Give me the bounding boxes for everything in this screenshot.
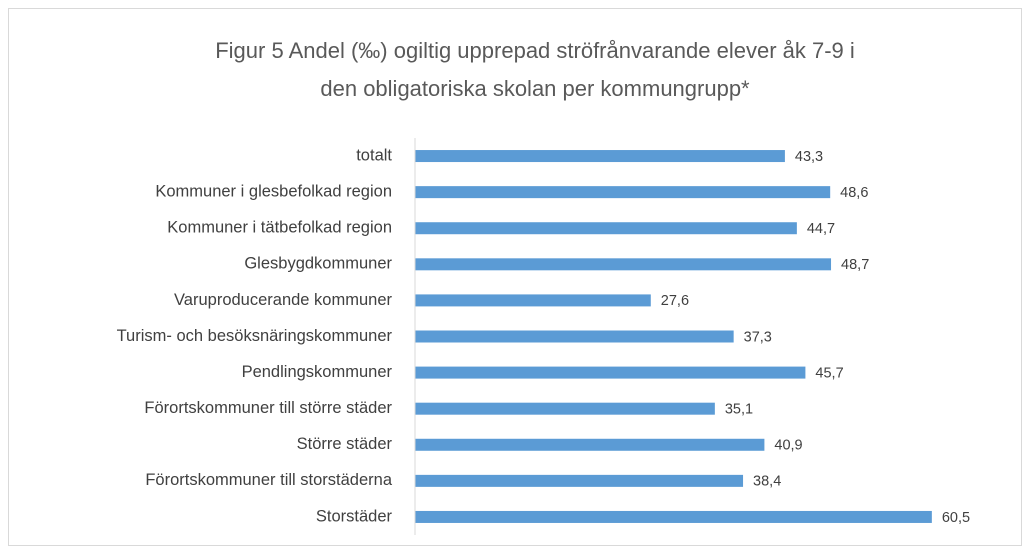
category-label: Kommuner i tätbefolkad region	[167, 219, 392, 237]
value-label: 37,3	[744, 329, 772, 345]
value-label: 35,1	[725, 402, 753, 418]
value-label: 44,7	[807, 221, 835, 237]
chart-title: Figur 5 Andel (‰) ogiltig upprepad ströf…	[215, 38, 855, 63]
category-label: Förortskommuner till storstäderna	[145, 471, 392, 489]
category-label: Storstäder	[316, 507, 393, 525]
bar	[415, 474, 744, 487]
category-label: Större städer	[297, 435, 393, 453]
bar	[415, 186, 831, 199]
value-label: 43,3	[795, 149, 823, 165]
bar	[415, 150, 785, 163]
category-label: Turism- och besöksnäringskommuner	[117, 327, 393, 345]
bar	[415, 294, 651, 307]
category-label: Förortskommuner till större städer	[144, 399, 392, 417]
value-label: 60,5	[942, 510, 970, 526]
category-label: Pendlingskommuner	[242, 363, 393, 381]
category-label: Glesbygdkommuner	[244, 255, 392, 273]
value-label: 45,7	[815, 365, 843, 381]
chart-frame	[8, 8, 1022, 546]
value-label: 48,7	[841, 257, 869, 273]
bar	[415, 510, 932, 523]
bar	[415, 258, 832, 271]
bar	[415, 366, 806, 379]
value-label: 48,6	[840, 185, 868, 201]
bar	[415, 438, 765, 451]
value-label: 40,9	[774, 438, 802, 454]
value-label: 27,6	[661, 293, 689, 309]
category-label: totalt	[356, 146, 392, 164]
bar	[415, 330, 734, 343]
chart-title: den obligatoriska skolan per kommungrupp…	[320, 76, 750, 101]
category-label: Kommuner i glesbefolkad region	[155, 182, 392, 200]
bar	[415, 402, 715, 415]
bar	[415, 222, 797, 235]
category-label: Varuproducerande kommuner	[174, 291, 392, 309]
value-label: 38,4	[753, 474, 781, 490]
